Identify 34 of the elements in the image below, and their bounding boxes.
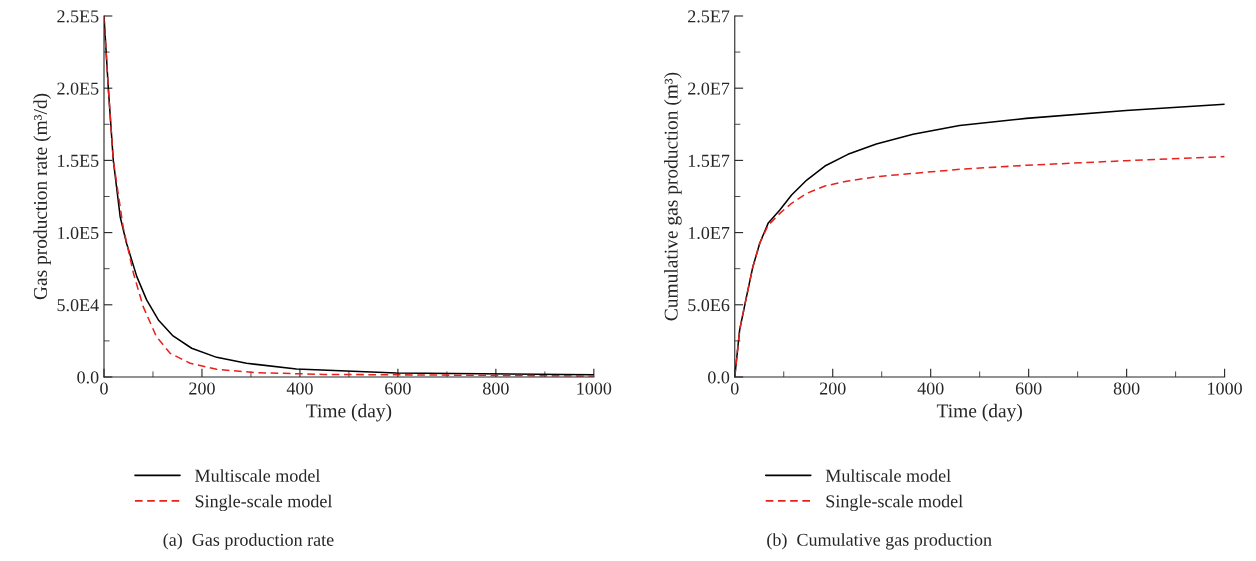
y-tick-label: 5.0E4 <box>57 299 99 312</box>
text: (b) Cumulative gas production <box>767 533 992 550</box>
y-tick-label: 1.5E5 <box>58 154 99 167</box>
y-tick-label: 0.0 <box>77 371 99 384</box>
y-axis-title: Cumulative gas production (m³) <box>664 72 682 321</box>
text: (a) Gas production rate <box>163 533 334 550</box>
x-tick-label: 200 <box>189 382 215 395</box>
y-axis-title: Gas production rate (m³/d) <box>33 93 51 300</box>
x-tick-label: 600 <box>1015 382 1042 395</box>
x-tick-label: 200 <box>819 382 846 395</box>
x-tick-label: 400 <box>286 382 313 395</box>
legend-label: Single-scale model <box>195 494 333 512</box>
y-tick-label: 1.5E7 <box>688 154 730 167</box>
legend-label: Multiscale model <box>195 469 321 482</box>
y-tick-label: 1.0E7 <box>688 226 730 240</box>
y-tick-label: 5.0E6 <box>688 299 730 312</box>
x-tick-label: 400 <box>917 382 944 395</box>
y-tick-label: 2.0E7 <box>688 82 730 95</box>
y-tick-label: 2.0E5 <box>57 82 99 95</box>
x-tick-label: 0 <box>100 382 108 395</box>
x-tick-label: 0 <box>730 382 739 395</box>
x-tick-label: 1000 <box>577 382 612 395</box>
y-tick-label: 1.0E5 <box>58 226 99 240</box>
x-tick-label: 1000 <box>1208 382 1242 395</box>
y-tick-label: 0.0 <box>708 371 730 384</box>
legend-label: Multiscale model <box>825 469 951 482</box>
x-tick-label: 800 <box>1113 382 1140 395</box>
legend-label: Single-scale model <box>826 494 963 512</box>
x-tick-label: 600 <box>385 382 411 395</box>
x-axis-title: Time (day) <box>306 403 392 422</box>
x-axis-title: Time (day) <box>936 403 1022 422</box>
y-tick-label: 2.5E7 <box>688 10 730 23</box>
x-tick-label: 800 <box>483 382 509 395</box>
y-tick-label: 2.5E5 <box>57 10 99 23</box>
